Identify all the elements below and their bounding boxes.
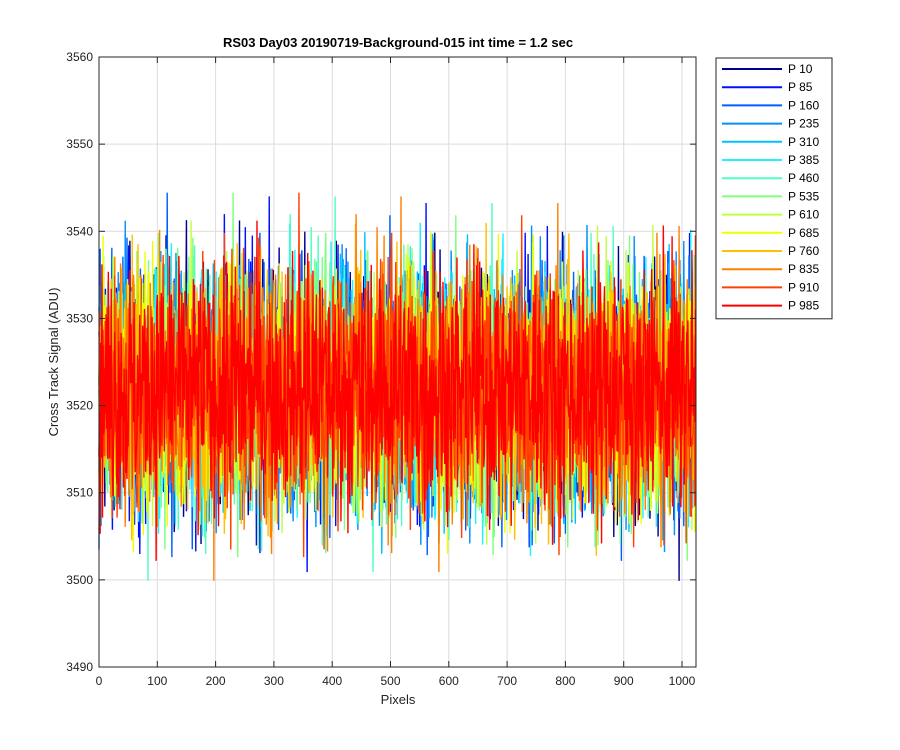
y-axis-label: Cross Track Signal (ADU) [46,288,61,437]
x-tick-label: 500 [380,674,400,688]
y-tick-label: 3490 [66,660,93,674]
y-tick-label: 3550 [66,137,93,151]
legend-label: P 160 [788,98,819,112]
x-tick-label: 100 [147,674,167,688]
plot-area [98,56,697,668]
x-tick-label: 1000 [669,674,696,688]
x-tick-label: 900 [614,674,634,688]
legend-box [715,57,833,320]
y-tick-label: 3560 [66,50,93,64]
x-tick-label: 200 [206,674,226,688]
legend-label: P 985 [788,299,819,313]
legend-label: P 385 [788,153,819,167]
axis-ticks: 0 100 200 300 400 500 600 700 800 900 1000 3490 3500… [66,50,696,688]
x-tick-label: 400 [322,674,342,688]
chart-title: RS03 Day03 20190719-Background-015 int t… [223,35,573,50]
legend-label: P 460 [788,171,819,185]
y-tick-label: 3540 [66,224,93,238]
x-tick-label: 700 [497,674,517,688]
series-group [98,192,697,581]
legend-label: P 535 [788,189,819,203]
x-tick-label: 800 [555,674,575,688]
x-tick-label: 600 [439,674,459,688]
legend-label: P 760 [788,244,819,258]
legend-label: P 310 [788,135,819,149]
x-tick-label: 300 [264,674,284,688]
y-tick-label: 3510 [66,486,93,500]
legend-label: P 685 [788,226,819,240]
legend-label: P 85 [788,80,813,94]
legend-label: P 235 [788,117,819,131]
series-line-p985 [98,220,697,561]
x-axis-label: Pixels [381,692,416,707]
legend-label: P 835 [788,262,819,276]
legend: P 10 P 85 P 160 P 235 P 310 P 385 P 460 P 535 P … [715,57,833,320]
y-tick-label: 3520 [66,399,93,413]
x-tick-label: 0 [96,674,103,688]
legend-label: P 10 [788,62,813,76]
y-tick-label: 3500 [66,573,93,587]
legend-label: P 610 [788,208,819,222]
legend-label: P 910 [788,280,819,294]
y-tick-label: 3530 [66,311,93,325]
